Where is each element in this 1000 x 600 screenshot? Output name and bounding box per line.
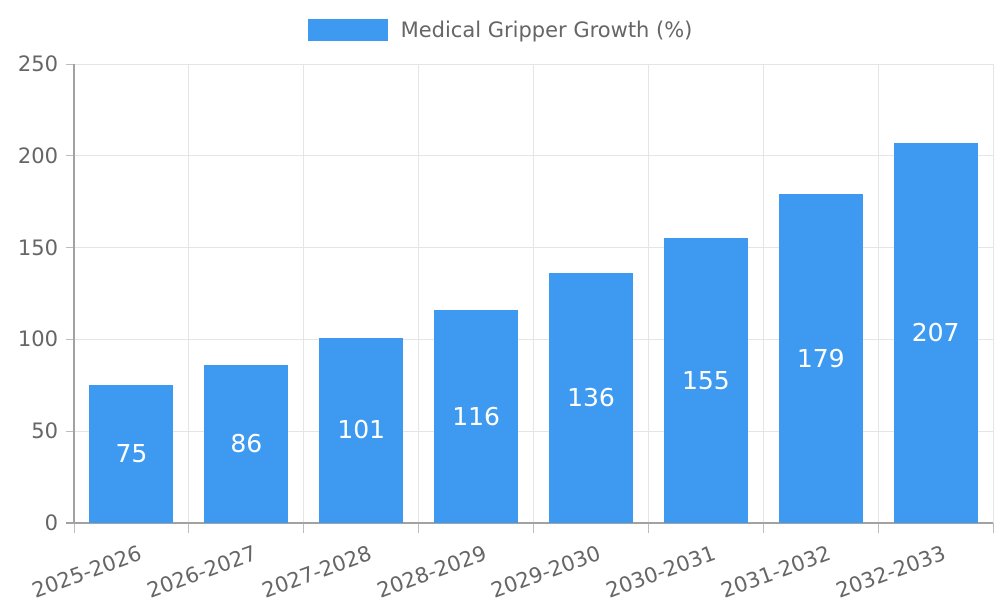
v-gridline [647, 64, 649, 523]
bar[interactable] [663, 238, 748, 523]
y-tick-mark [66, 63, 74, 65]
x-tick-mark [533, 523, 534, 533]
x-tick-label: 2026-2027 [143, 541, 260, 600]
bar-value-label: 136 [567, 383, 615, 413]
bar[interactable] [204, 365, 289, 523]
bar[interactable] [434, 310, 519, 523]
x-tick-label: 2027-2028 [258, 541, 375, 600]
bar[interactable] [778, 194, 863, 523]
legend-label: Medical Gripper Growth (%) [400, 18, 693, 42]
legend[interactable]: Medical Gripper Growth (%) [0, 17, 1000, 43]
x-tick-mark [647, 523, 649, 533]
v-gridline [992, 64, 994, 523]
x-tick-label: 2025-2026 [28, 541, 145, 600]
bar[interactable] [89, 385, 174, 523]
v-gridline [762, 64, 764, 523]
bar-value-label: 155 [681, 365, 730, 395]
y-tick-label: 50 [31, 419, 58, 444]
bar-value-label: 179 [796, 343, 845, 373]
v-gridline [303, 64, 305, 523]
x-tick-mark [992, 523, 994, 533]
y-tick-label: 150 [17, 235, 58, 260]
bar[interactable] [319, 337, 404, 523]
x-tick-mark [877, 523, 879, 533]
x-tick-mark [303, 523, 305, 533]
x-axis-line [66, 522, 993, 524]
x-tick-label: 2032-2033 [832, 541, 949, 600]
x-tick-mark [188, 523, 190, 533]
x-tick-label: 2028-2029 [373, 541, 490, 600]
bar-value-label: 116 [452, 401, 500, 431]
y-tick-mark [66, 247, 74, 249]
x-tick-label: 2030-2031 [603, 541, 720, 600]
v-gridline [188, 64, 190, 523]
bar-value-label: 75 [115, 439, 148, 469]
y-tick-label: 250 [17, 52, 58, 76]
v-gridline [533, 64, 534, 523]
bar[interactable] [548, 273, 633, 523]
y-tick-mark [66, 155, 74, 157]
x-tick-label: 2029-2030 [488, 541, 605, 600]
y-tick-label: 100 [17, 327, 58, 352]
v-gridline [877, 64, 879, 523]
bar-value-label: 207 [911, 317, 960, 347]
y-axis-line [73, 64, 75, 523]
x-tick-mark [73, 523, 75, 533]
bar[interactable] [893, 142, 978, 523]
y-tick-label: 200 [17, 143, 58, 168]
x-tick-mark [418, 523, 420, 533]
x-tick-label: 2031-2032 [718, 541, 834, 600]
y-tick-label: 0 [44, 511, 58, 535]
v-gridline [418, 64, 420, 523]
bar-value-label: 86 [230, 429, 263, 459]
y-tick-mark [66, 338, 74, 340]
legend-swatch [307, 19, 388, 41]
x-tick-mark [762, 523, 764, 533]
y-tick-mark [66, 430, 74, 432]
bar-value-label: 101 [337, 415, 386, 445]
